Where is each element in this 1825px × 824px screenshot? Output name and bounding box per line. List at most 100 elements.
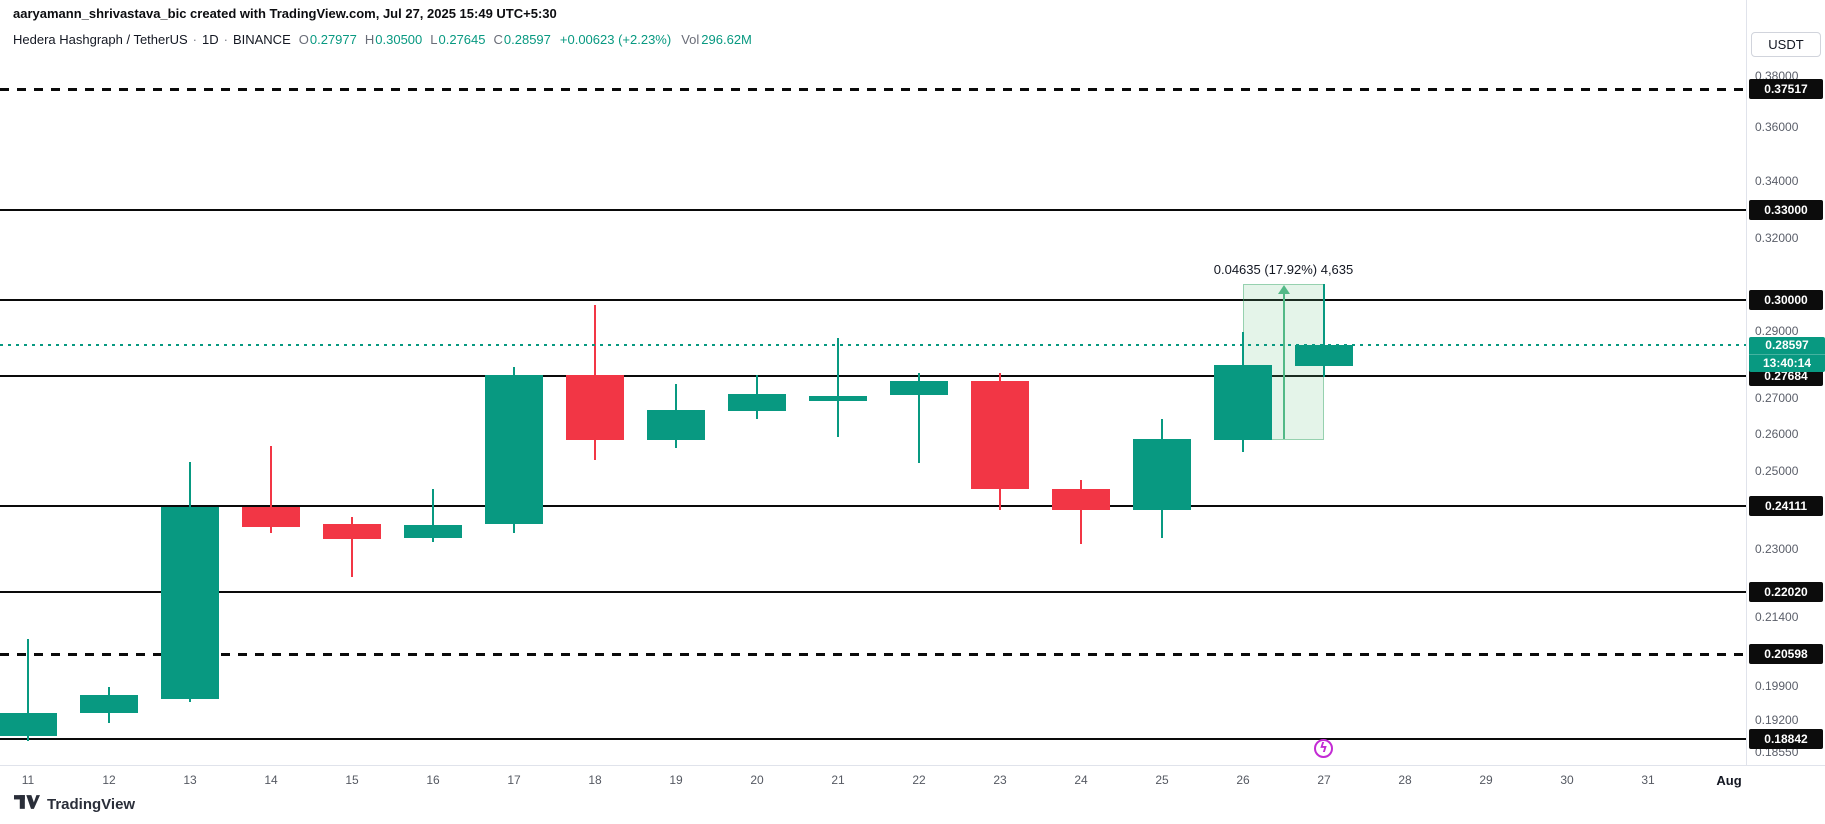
- time-tick-label: 11: [21, 773, 35, 787]
- time-tick-label: 20: [750, 773, 764, 787]
- change-value: +0.00623 (+2.23%): [559, 31, 672, 47]
- time-tick-label: 24: [1074, 773, 1088, 787]
- tradingview-wordmark[interactable]: TradingView: [47, 796, 136, 813]
- candle-body: [1214, 364, 1272, 441]
- interval-label[interactable]: 1D: [201, 31, 219, 47]
- symbol-legend[interactable]: Hedera Hashgraph / TetherUS · 1D · BINAN…: [13, 29, 752, 49]
- candle-body: [1052, 489, 1110, 511]
- candle-body: [1133, 439, 1191, 511]
- horizontal-level-line[interactable]: [0, 374, 1746, 377]
- time-tick-label: 19: [669, 773, 683, 787]
- price-tick-label: 0.23000: [1755, 542, 1799, 557]
- tradingview-attribution[interactable]: TradingView: [14, 795, 135, 814]
- time-tick-label: 30: [1560, 773, 1574, 787]
- time-tick-label: 17: [507, 773, 521, 787]
- price-tick-label: 0.27000: [1755, 391, 1799, 406]
- time-tick-label: 23: [993, 773, 1007, 787]
- candle-body: [485, 375, 543, 525]
- measure-arrow: [1282, 293, 1285, 439]
- price-tick-label: 0.21400: [1755, 610, 1799, 625]
- currency-toggle-button[interactable]: USDT: [1751, 32, 1821, 57]
- price-level-badge: 0.33000: [1749, 200, 1823, 221]
- ohlc-label: C: [493, 31, 503, 47]
- candle-body: [323, 524, 381, 540]
- time-tick-label: 31: [1641, 773, 1655, 787]
- candle-wick: [1323, 284, 1325, 377]
- price-tick-label: 0.32000: [1755, 231, 1799, 246]
- volume-value: 296.62M: [701, 31, 752, 47]
- price-tick-label: 0.29000: [1755, 323, 1799, 338]
- time-tick-label: 21: [831, 773, 845, 787]
- time-tick-label: 29: [1479, 773, 1493, 787]
- horizontal-level-line[interactable]: [0, 504, 1746, 507]
- candle-body: [404, 525, 462, 539]
- price-level-badge: 0.30000: [1749, 289, 1823, 310]
- current-price-badge: 0.28597 13:40:14: [1749, 337, 1825, 373]
- time-tick-label: 12: [102, 773, 116, 787]
- price-tick-label: 0.19900: [1755, 678, 1799, 693]
- legend-separator: ·: [192, 31, 197, 47]
- price-tick-label: 0.34000: [1755, 173, 1799, 188]
- horizontal-level-line[interactable]: [0, 737, 1746, 740]
- candle-wick: [351, 517, 353, 577]
- ohlc-values: O0.27977 H0.30500 L0.27645 C0.28597: [291, 32, 551, 47]
- ohlc-label: H: [364, 31, 375, 47]
- candle-body: [80, 695, 138, 714]
- horizontal-level-line[interactable]: [0, 209, 1746, 212]
- candle-body: [242, 506, 300, 527]
- ohlc-value: 0.27977: [309, 31, 357, 47]
- horizontal-level-line[interactable]: [0, 87, 1746, 91]
- time-axis[interactable]: 11 12 13 14 15 16 17 18 19 20 21 22 23 24 25 26 27 28 29 30…: [0, 765, 1825, 795]
- legend-separator: ·: [223, 31, 228, 47]
- candle-body: [161, 506, 219, 699]
- symbol-title[interactable]: Hedera Hashgraph / TetherUS: [13, 31, 188, 47]
- current-price-line: [0, 344, 1746, 347]
- event-lightning-icon[interactable]: ϟ: [1314, 739, 1333, 758]
- price-tick-label: 0.26000: [1755, 426, 1799, 441]
- ohlc-value: 0.27645: [438, 31, 486, 47]
- candle-body: [971, 380, 1029, 490]
- candle-wick: [918, 373, 920, 463]
- current-price-value: 0.28597: [1765, 338, 1809, 353]
- price-level-badge: 0.22020: [1749, 581, 1823, 602]
- ohlc-label: L: [430, 31, 438, 47]
- price-level-badge: 0.24111: [1749, 495, 1823, 516]
- ohlc-label: O: [298, 31, 309, 47]
- candle-body: [566, 375, 624, 441]
- time-tick-label: 13: [183, 773, 197, 787]
- measure-arrowhead-icon: [1277, 285, 1290, 295]
- price-level-badge: 0.20598: [1749, 644, 1823, 665]
- price-tick-label: 0.36000: [1755, 119, 1799, 134]
- candle-body: [728, 393, 786, 412]
- candle-body: [647, 410, 705, 441]
- horizontal-level-line[interactable]: [0, 590, 1746, 593]
- ohlc-value: 0.30500: [375, 31, 423, 47]
- price-level-badge: 0.37517: [1749, 79, 1823, 100]
- chart-credit-text: aaryamann_shrivastava_bic created with T…: [13, 6, 557, 21]
- time-tick-label: 16: [426, 773, 440, 787]
- candle-body: [1295, 345, 1353, 366]
- volume-label: Vol: [681, 31, 700, 47]
- candle-wick: [1080, 480, 1082, 545]
- time-tick-label: 22: [912, 773, 926, 787]
- price-tick-label: 0.25000: [1755, 463, 1799, 478]
- candle-wick: [27, 638, 29, 741]
- candle-wick: [270, 445, 272, 534]
- price-level-badge: 0.18842: [1749, 728, 1823, 749]
- horizontal-level-line[interactable]: [0, 298, 1746, 301]
- chart-plot-area[interactable]: 0.04635 (17.92%) 4,635 ϟ: [0, 0, 1746, 765]
- price-tick-label: 0.19200: [1755, 712, 1799, 727]
- price-tick-label: 0.18550: [1755, 745, 1799, 760]
- candle-body: [809, 396, 867, 401]
- price-axis[interactable]: USDT 0.38000 0.36000 0.34000 0.32000 0.29000…: [1746, 0, 1825, 765]
- time-tick-label: 15: [345, 773, 359, 787]
- ohlc-value: 0.28597: [503, 31, 551, 47]
- time-tick-label: 26: [1236, 773, 1250, 787]
- exchange-label[interactable]: BINANCE: [232, 31, 291, 47]
- measure-label: 0.04635 (17.92%) 4,635: [1213, 262, 1354, 278]
- candle-body: [890, 380, 948, 396]
- candle-wick: [432, 489, 434, 543]
- horizontal-level-line[interactable]: [0, 652, 1746, 656]
- time-tick-label: Aug: [1716, 773, 1742, 788]
